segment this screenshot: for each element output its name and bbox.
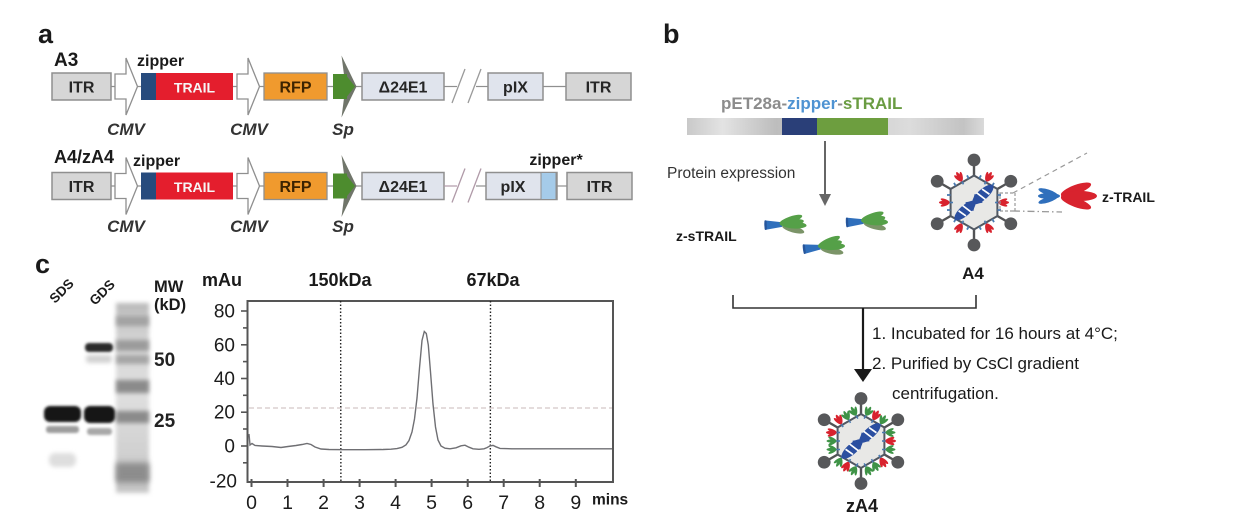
svg-text:ITR: ITR: [586, 80, 612, 97]
svg-text:zipper*: zipper*: [529, 152, 583, 169]
svg-text:RFP: RFP: [280, 80, 312, 97]
svg-text:mAu: mAu: [202, 270, 242, 290]
svg-text:CMV: CMV: [230, 120, 269, 139]
svg-text:pET28a-zipper-sTRAIL: pET28a-zipper-sTRAIL: [721, 94, 902, 113]
svg-text:40: 40: [214, 369, 235, 390]
svg-text:7: 7: [498, 492, 509, 514]
svg-text:zA4: zA4: [846, 496, 878, 516]
svg-text:1: 1: [282, 492, 293, 514]
svg-text:150kDa: 150kDa: [308, 270, 372, 290]
svg-text:2. Purified by CsCl gradient: 2. Purified by CsCl gradient: [872, 354, 1079, 373]
svg-text:Sp: Sp: [332, 217, 354, 236]
svg-text:ITR: ITR: [69, 179, 95, 196]
svg-text:4: 4: [390, 492, 401, 514]
svg-text:Δ24E1: Δ24E1: [379, 80, 428, 97]
svg-text:5: 5: [426, 492, 437, 514]
svg-text:A3: A3: [54, 50, 78, 71]
svg-text:zipper: zipper: [133, 153, 180, 170]
svg-text:TRAIL: TRAIL: [174, 80, 216, 96]
svg-text:z-TRAIL: z-TRAIL: [1102, 189, 1155, 205]
svg-text:(kD): (kD): [154, 296, 186, 314]
svg-text:8: 8: [534, 492, 545, 514]
svg-text:1. Incubated for 16 hours at 4: 1. Incubated for 16 hours at 4°C;: [872, 324, 1118, 343]
svg-text:CMV: CMV: [107, 217, 146, 236]
svg-text:Protein expression: Protein expression: [667, 165, 795, 182]
svg-text:MW: MW: [154, 278, 184, 296]
svg-text:A4: A4: [962, 264, 984, 283]
svg-text:6: 6: [462, 492, 473, 514]
svg-text:80: 80: [214, 302, 235, 323]
svg-text:Δ24E1: Δ24E1: [379, 179, 428, 196]
svg-text:0: 0: [246, 492, 257, 514]
svg-text:ITR: ITR: [69, 80, 95, 97]
svg-text:ITR: ITR: [587, 179, 613, 196]
svg-text:20: 20: [214, 403, 235, 424]
svg-text:centrifugation.: centrifugation.: [892, 384, 999, 403]
svg-text:9: 9: [570, 492, 581, 514]
svg-text:Sp: Sp: [332, 120, 354, 139]
svg-text:b: b: [663, 19, 680, 49]
svg-text:2: 2: [318, 492, 329, 514]
svg-text:mins: mins: [592, 492, 628, 509]
svg-text:50: 50: [154, 350, 175, 371]
svg-text:25: 25: [154, 411, 176, 432]
svg-text:3: 3: [354, 492, 365, 514]
svg-text:a: a: [38, 19, 54, 49]
svg-text:pIX: pIX: [503, 80, 528, 97]
svg-text:TRAIL: TRAIL: [174, 179, 216, 195]
svg-text:60: 60: [214, 335, 235, 356]
svg-text:-20: -20: [210, 472, 237, 493]
svg-text:0: 0: [224, 437, 235, 458]
svg-text:A4/zA4: A4/zA4: [54, 147, 114, 167]
svg-text:zipper: zipper: [137, 53, 184, 70]
svg-text:RFP: RFP: [280, 179, 312, 196]
svg-text:CMV: CMV: [230, 217, 269, 236]
svg-text:c: c: [35, 249, 50, 279]
svg-text:67kDa: 67kDa: [466, 270, 520, 290]
svg-text:CMV: CMV: [107, 120, 146, 139]
svg-text:z-sTRAIL: z-sTRAIL: [676, 228, 737, 244]
svg-text:pIX: pIX: [501, 179, 526, 196]
